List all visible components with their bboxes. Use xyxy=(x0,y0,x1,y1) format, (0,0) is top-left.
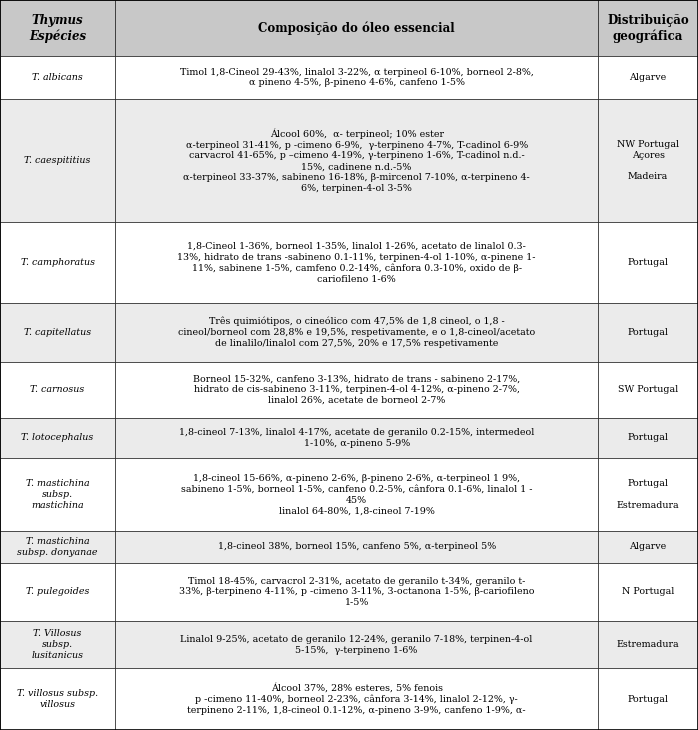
Text: Álcool 60%,  α- terpineol; 10% ester
α-terpineol 31-41%, p -cimeno 6-9%,  γ-terp: Álcool 60%, α- terpineol; 10% ester α-te… xyxy=(184,128,530,193)
Text: T. camphoratus: T. camphoratus xyxy=(20,258,95,267)
Text: T. mastichina
subsp.
mastichina: T. mastichina subsp. mastichina xyxy=(26,480,89,510)
Bar xyxy=(598,458,698,531)
Bar xyxy=(115,668,598,730)
Bar xyxy=(115,418,598,458)
Bar xyxy=(0,418,115,458)
Text: NW Portugal
Açores

Madeira: NW Portugal Açores Madeira xyxy=(617,140,679,181)
Text: 1,8-Cineol 1-36%, borneol 1-35%, linalol 1-26%, acetato de linalol 0.3-
13%, hid: 1,8-Cineol 1-36%, borneol 1-35%, linalol… xyxy=(177,242,536,284)
Text: Linalol 9-25%, acetato de geranilo 12-24%, geranilo 7-18%, terpinen-4-ol
5-15%, : Linalol 9-25%, acetato de geranilo 12-24… xyxy=(181,635,533,655)
Text: T. villosus subsp.
villosus: T. villosus subsp. villosus xyxy=(17,689,98,709)
Text: T. pulegoides: T. pulegoides xyxy=(26,588,89,596)
Bar xyxy=(115,563,598,621)
Bar xyxy=(115,56,598,99)
Bar xyxy=(598,56,698,99)
Text: 1,8-cineol 7-13%, linalol 4-17%, acetate de geranilo 0.2-15%, intermedeol
1-10%,: 1,8-cineol 7-13%, linalol 4-17%, acetate… xyxy=(179,428,535,448)
Text: Timol 1,8-Cineol 29-43%, linalol 3-22%, α terpineol 6-10%, borneol 2-8%,
α pinen: Timol 1,8-Cineol 29-43%, linalol 3-22%, … xyxy=(180,68,533,88)
Bar xyxy=(0,56,115,99)
Bar xyxy=(0,361,115,418)
Text: T. Villosus
subsp.
lusitanicus: T. Villosus subsp. lusitanicus xyxy=(31,629,84,660)
Bar xyxy=(115,0,598,56)
Bar xyxy=(0,621,115,668)
Text: Três quimiótipos, o cineólico com 47,5% de 1,8 cineol, o 1,8 -
cineol/borneol co: Três quimiótipos, o cineólico com 47,5% … xyxy=(178,317,535,348)
Bar xyxy=(0,531,115,563)
Text: Composição do óleo essencial: Composição do óleo essencial xyxy=(258,21,455,35)
Bar xyxy=(598,223,698,303)
Bar xyxy=(598,361,698,418)
Bar xyxy=(598,0,698,56)
Text: Borneol 15-32%, canfeno 3-13%, hidrato de trans - sabineno 2-17%,
hidrato de cis: Borneol 15-32%, canfeno 3-13%, hidrato d… xyxy=(193,374,520,405)
Bar xyxy=(0,99,115,223)
Bar xyxy=(0,0,115,56)
Text: T. caespititius: T. caespititius xyxy=(24,156,91,165)
Text: Timol 18-45%, carvacrol 2-31%, acetato de geranilo t-34%, geranilo t-
33%, β-ter: Timol 18-45%, carvacrol 2-31%, acetato d… xyxy=(179,577,535,607)
Bar xyxy=(0,563,115,621)
Bar xyxy=(0,303,115,361)
Bar xyxy=(598,621,698,668)
Text: T. lotocephalus: T. lotocephalus xyxy=(22,434,94,442)
Bar xyxy=(598,668,698,730)
Text: Portugal: Portugal xyxy=(628,434,669,442)
Text: Álcool 37%, 28% esteres, 5% fenois
p -cimeno 11-40%, borneol 2-23%, cânfora 3-14: Álcool 37%, 28% esteres, 5% fenois p -ci… xyxy=(187,683,526,715)
Text: SW Portugal: SW Portugal xyxy=(618,385,678,394)
Bar xyxy=(115,458,598,531)
Text: Portugal: Portugal xyxy=(628,328,669,337)
Bar xyxy=(115,99,598,223)
Text: T. mastichina
subsp. donyanae: T. mastichina subsp. donyanae xyxy=(17,537,98,557)
Bar xyxy=(115,361,598,418)
Text: Thymus
Espécies: Thymus Espécies xyxy=(29,14,86,42)
Bar xyxy=(0,223,115,303)
Bar xyxy=(115,303,598,361)
Text: T. capitellatus: T. capitellatus xyxy=(24,328,91,337)
Text: T. carnosus: T. carnosus xyxy=(31,385,84,394)
Text: Portugal

Estremadura: Portugal Estremadura xyxy=(617,480,679,510)
Bar xyxy=(115,621,598,668)
Bar xyxy=(598,99,698,223)
Bar xyxy=(598,303,698,361)
Text: Estremadura: Estremadura xyxy=(617,640,679,649)
Bar xyxy=(598,418,698,458)
Bar xyxy=(598,563,698,621)
Text: N Portugal: N Portugal xyxy=(622,588,674,596)
Text: Algarve: Algarve xyxy=(630,542,667,551)
Bar xyxy=(115,223,598,303)
Text: T. albicans: T. albicans xyxy=(32,73,83,82)
Bar xyxy=(0,668,115,730)
Bar xyxy=(598,531,698,563)
Text: Portugal: Portugal xyxy=(628,258,669,267)
Text: Distribuição
geográfica: Distribuição geográfica xyxy=(607,14,689,42)
Text: 1,8-cineol 38%, borneol 15%, canfeno 5%, α-terpineol 5%: 1,8-cineol 38%, borneol 15%, canfeno 5%,… xyxy=(218,542,496,551)
Bar xyxy=(0,458,115,531)
Text: Portugal: Portugal xyxy=(628,695,669,704)
Text: 1,8-cineol 15-66%, α-pineno 2-6%, β-pineno 2-6%, α-terpineol 1 9%,
sabineno 1-5%: 1,8-cineol 15-66%, α-pineno 2-6%, β-pine… xyxy=(181,474,533,515)
Bar xyxy=(115,531,598,563)
Text: Algarve: Algarve xyxy=(630,73,667,82)
